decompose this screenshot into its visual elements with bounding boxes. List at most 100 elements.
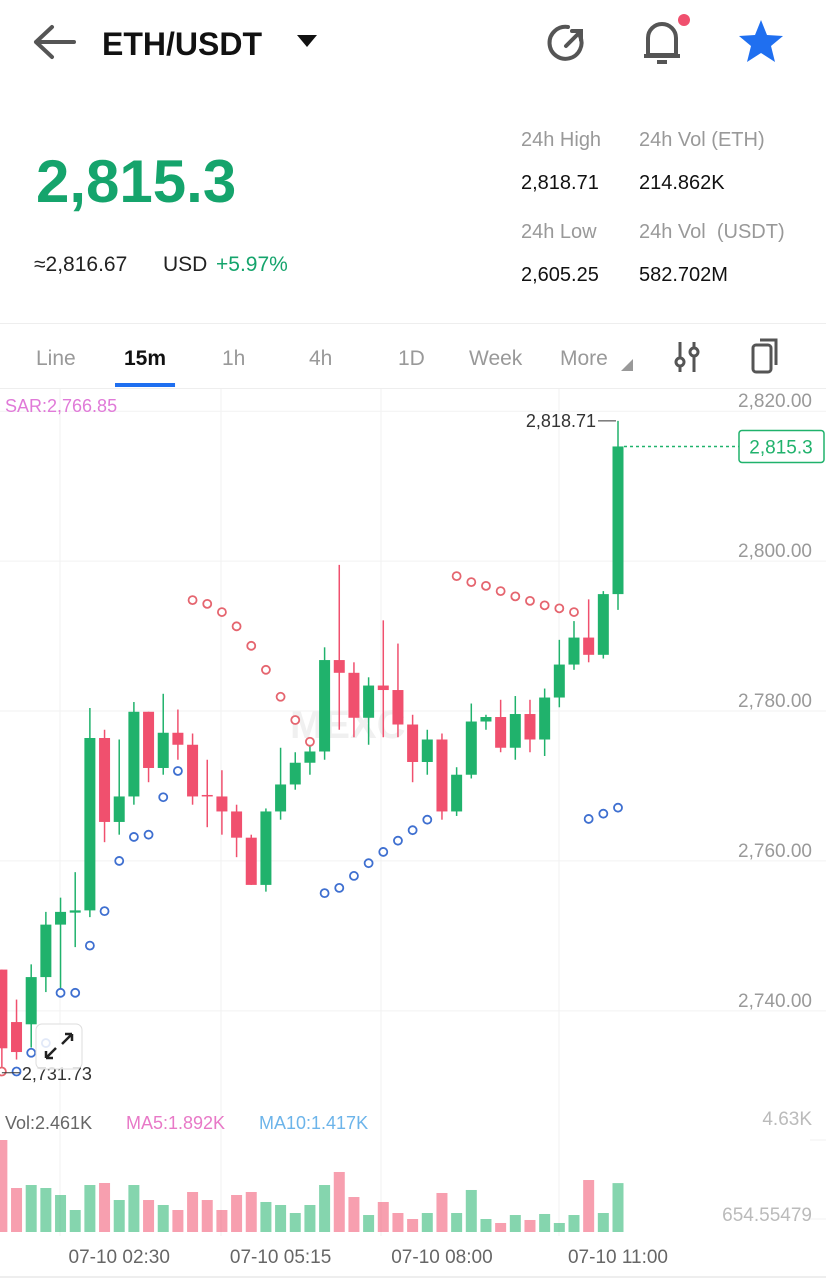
sar-dot [349,871,359,881]
sar-dot [525,595,535,606]
y-tick-label: 2,800.00 [738,541,812,562]
pair-title[interactable]: ETH/USDT [102,26,262,62]
alert-icon[interactable] [644,14,690,64]
volume-bar [612,1183,624,1232]
button-box[interactable] [35,1023,83,1070]
sar-dot [451,571,462,582]
tab[interactable]: Line [36,347,76,370]
back-arrow[interactable] [34,25,76,59]
volume-bar [363,1215,375,1232]
slider-knob[interactable] [674,356,686,368]
stat-value: 582.702M [639,264,728,286]
more-caret[interactable] [621,359,633,371]
volume-bar [480,1219,492,1232]
tab[interactable]: 4h [309,347,332,370]
volume-bar [84,1185,96,1232]
pair-dropdown[interactable] [297,35,317,47]
refresh-arc[interactable] [547,24,584,61]
tab[interactable]: More [560,347,608,370]
phone-back[interactable] [760,338,778,365]
sar-dot [393,835,403,846]
sar-dot [495,586,506,597]
volume-tick-label: 4.63K [762,1109,812,1130]
sar-dot [158,792,169,803]
volume-bar [333,1171,345,1232]
volume-bar [143,1200,155,1232]
indicator-icon[interactable] [674,342,700,372]
sar-dot [569,607,579,617]
candle-body [245,837,257,885]
divider [0,323,826,324]
sar-dot [363,858,374,869]
volume-bar [275,1204,287,1232]
sar-dot [378,847,389,857]
sar-dot [84,940,95,951]
sar-dot [334,882,345,893]
candle-body [524,714,536,740]
candlestick-chart: 2,820.00 2,800.00 2,780.00 2,760.00 2,740.00… [0,391,826,1268]
divider [0,1276,826,1278]
volume-bar [392,1213,404,1232]
vertical-grid [59,389,560,1236]
layout-icon[interactable] [751,338,778,374]
volume-bar [55,1195,67,1232]
x-tick-label: 07-10 08:00 [391,1247,492,1268]
candle-body [583,637,595,655]
sar-dot [172,766,183,776]
refresh-icon[interactable] [547,24,584,61]
candle-body [539,697,551,740]
candle-body [509,714,521,748]
phone-shape[interactable] [751,343,773,374]
price-change: +5.97% [216,253,288,276]
volume-bar [231,1195,243,1232]
tab[interactable]: 15m [124,347,166,370]
candle-body [612,446,624,595]
x-tick-label: 07-10 02:30 [69,1247,170,1268]
candle-body [319,660,331,752]
tab[interactable]: 1h [222,347,245,370]
divider [0,388,826,389]
sar-dot [26,1047,37,1058]
candle-body [348,672,360,718]
sar-dot [217,607,227,617]
refresh-arrow[interactable] [564,29,583,48]
candle-body [143,711,155,768]
sar-dot [11,1066,22,1077]
fullscreen-button[interactable] [35,1023,83,1070]
slider-knob[interactable] [688,346,700,358]
volume-bar [495,1222,507,1232]
volume-bar [99,1182,111,1232]
tab[interactable]: 1D [398,347,425,370]
sar-dot [598,808,609,819]
volume-bar [421,1213,433,1232]
candle-body [377,685,389,691]
sar-dot [510,591,521,602]
y-tick-label: 2,780.00 [738,691,812,712]
volume-bar [407,1219,419,1232]
volume-bar [0,1140,8,1232]
back-button[interactable] [34,25,76,59]
sar-dot [246,640,257,651]
y-tick-label: 2,740.00 [738,991,812,1012]
expand-arrows[interactable] [44,1032,74,1060]
volume-label: Vol:2.461K [5,1113,92,1133]
candle-body [480,717,492,722]
sar-dot [143,829,154,840]
sar-dot [305,736,315,747]
candle-body [201,794,213,797]
max-label: 2,818.71 [526,411,596,431]
candle-body [40,924,52,978]
bell[interactable] [644,22,680,64]
sar-dot [422,814,433,825]
last-price: 2,815.3 [36,148,236,215]
volume-bar [524,1219,536,1232]
candle-body [25,977,37,1025]
favorite-star[interactable] [739,20,783,62]
sar-dot [261,664,271,675]
volume-bar [289,1213,301,1232]
candle-body [553,664,565,698]
tab[interactable]: Week [469,347,523,370]
ma5-label: MA5:1.892K [126,1113,225,1133]
